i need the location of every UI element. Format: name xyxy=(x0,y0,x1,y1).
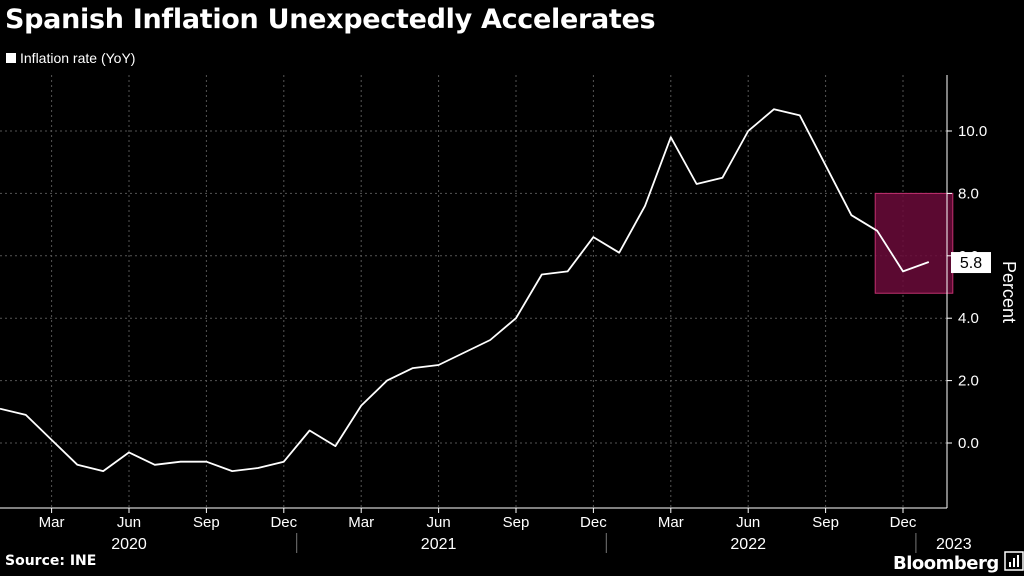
axis-labels: 0.02.04.06.08.010.0MarJunSepDecMarJunSep… xyxy=(39,123,1019,553)
bloomberg-terminal-icon xyxy=(1003,551,1024,576)
y-tick-label: 8.0 xyxy=(958,185,979,202)
x-tick-label: Sep xyxy=(812,514,839,531)
x-tick-label: Jun xyxy=(736,514,760,531)
legend: Inflation rate (YoY) xyxy=(6,50,135,66)
x-tick-label: Dec xyxy=(890,514,917,531)
x-year-label: 2023 xyxy=(936,536,972,553)
legend-swatch xyxy=(6,53,16,63)
x-tick-label: Jun xyxy=(117,514,141,531)
source-note: Source: INE xyxy=(5,553,97,569)
highlight-box xyxy=(874,192,954,294)
legend-label: Inflation rate (YoY) xyxy=(20,50,136,66)
x-tick-label: Sep xyxy=(193,514,220,531)
brand-logo: Bloomberg xyxy=(893,551,1024,576)
x-year-label: 2022 xyxy=(730,536,766,553)
x-tick-label: Sep xyxy=(503,514,530,531)
highlight-region xyxy=(874,192,954,294)
x-tick-label: Mar xyxy=(39,514,65,531)
x-year-label: 2021 xyxy=(421,536,457,553)
y-tick-label: 2.0 xyxy=(958,373,979,390)
brand-name: Bloomberg xyxy=(893,553,999,574)
y-tick-label: 0.0 xyxy=(958,435,979,452)
series-line xyxy=(0,108,930,473)
y-tick-label: 4.0 xyxy=(958,310,979,327)
y-axis-title: Percent xyxy=(999,261,1019,323)
x-tick-label: Mar xyxy=(348,514,374,531)
x-tick-label: Dec xyxy=(270,514,297,531)
x-year-label: 2020 xyxy=(111,536,147,553)
y-tick-label: 10.0 xyxy=(958,123,987,140)
axes xyxy=(0,75,952,553)
series xyxy=(0,108,930,473)
x-tick-label: Mar xyxy=(658,514,684,531)
chart-title: Spanish Inflation Unexpectedly Accelerat… xyxy=(5,4,656,35)
grid xyxy=(0,75,947,508)
last-value-box xyxy=(951,252,991,274)
x-tick-label: Dec xyxy=(580,514,607,531)
x-tick-label: Jun xyxy=(427,514,451,531)
last-value-label: 5.8 xyxy=(960,255,982,272)
